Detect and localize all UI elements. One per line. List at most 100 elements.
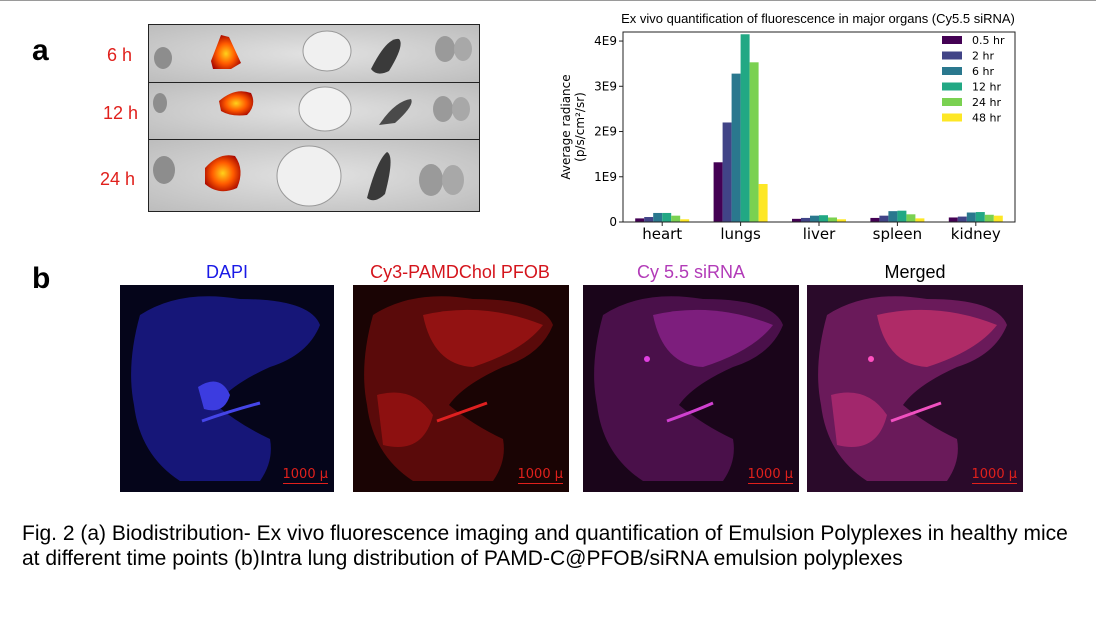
lung-section-graphic	[364, 296, 553, 481]
legend-swatch	[942, 98, 962, 106]
legend-swatch	[942, 67, 962, 75]
bar	[957, 216, 967, 222]
x-tick-label: heart	[642, 225, 682, 243]
top-rule	[0, 0, 1096, 1]
airway	[201, 401, 261, 423]
legend-swatch	[942, 51, 962, 60]
legend-swatch	[942, 82, 962, 91]
cy3-title: Cy3-PAMDChol PFOB	[370, 262, 550, 282]
y-tick-label: 4E9	[594, 34, 617, 48]
lungs-organ	[205, 155, 241, 192]
spleen-organ	[379, 99, 412, 125]
bar	[993, 215, 1003, 222]
y-axis-label-line1: Average radiance	[559, 74, 573, 179]
heart-organ	[154, 47, 172, 69]
lung-tissue	[423, 309, 543, 367]
airway	[890, 401, 942, 423]
bar	[984, 214, 994, 222]
kidney-organ	[442, 165, 464, 195]
legend-label: 0.5 hr	[972, 34, 1005, 47]
bar	[897, 210, 907, 222]
organ-image-12h	[148, 82, 480, 141]
panel-a-letter: a	[32, 34, 49, 67]
bar	[948, 217, 958, 222]
kidney-organ	[433, 96, 453, 122]
bar	[975, 212, 985, 222]
airway	[436, 401, 488, 423]
x-tick-label: spleen	[873, 225, 922, 243]
scale-bar: 1000 µ	[747, 467, 794, 484]
lungs-organ	[219, 91, 254, 116]
x-tick-label: kidney	[951, 225, 1001, 243]
liver-organ	[302, 30, 352, 72]
chart-title: Ex vivo quantification of fluorescence i…	[621, 11, 1015, 26]
y-tick-label: 2E9	[594, 125, 617, 139]
organ-row-graphic	[149, 25, 479, 83]
scale-bar-label: 1000 µ	[517, 467, 564, 482]
bar	[635, 218, 645, 222]
bar	[819, 215, 828, 222]
spleen-organ	[371, 38, 401, 74]
time-label-12h: 12 h	[103, 103, 139, 123]
lung-section-graphic	[594, 296, 783, 481]
legend-label: 24 hr	[972, 96, 1001, 109]
kidney-organ	[435, 36, 455, 62]
lungs-organ	[211, 35, 241, 69]
bar	[906, 214, 916, 222]
cy3-image: 1000 µ	[353, 285, 569, 492]
bar	[792, 218, 801, 222]
bar	[879, 215, 889, 222]
bar	[671, 215, 681, 222]
bar	[758, 184, 768, 222]
bar	[653, 212, 663, 222]
scale-bar: 1000 µ	[517, 467, 564, 484]
lung-section-graphic	[818, 296, 1007, 481]
heart-organ	[153, 93, 167, 113]
liver-organ	[298, 86, 352, 132]
kidney-organ	[452, 97, 470, 121]
kidney-organ	[419, 164, 443, 196]
x-tick-label: lungs	[720, 225, 761, 243]
legend-label: 12 hr	[972, 81, 1001, 94]
bright-spot	[868, 356, 874, 362]
spleen-organ	[367, 152, 391, 201]
bar	[662, 212, 672, 222]
heart-organ	[153, 156, 175, 184]
bar	[828, 217, 837, 222]
scale-bar-label: 1000 µ	[282, 467, 329, 482]
liver-organ	[276, 145, 342, 207]
bar	[713, 162, 723, 222]
lung-tissue	[877, 309, 997, 367]
legend-label: 2 hr	[972, 50, 994, 63]
lung-section-graphic	[131, 296, 320, 481]
dapi-image: 1000 µ	[120, 285, 334, 492]
scale-bar: 1000 µ	[282, 467, 329, 484]
dapi-title: DAPI	[205, 262, 248, 282]
plot-frame	[622, 31, 1016, 223]
legend-swatch	[942, 36, 962, 44]
merged-image: 1000 µ	[807, 285, 1023, 492]
bar	[915, 218, 925, 222]
lung-tissue	[831, 392, 887, 447]
organ-image-6h	[148, 24, 480, 84]
bar	[680, 219, 690, 222]
lung-tissue	[653, 309, 773, 367]
legend-label: 6 hr	[972, 65, 994, 78]
bar	[722, 122, 732, 222]
merged-title: Merged	[884, 262, 946, 282]
organ-row-graphic	[149, 140, 479, 211]
cy55-title: Cy 5.5 siRNA	[636, 262, 746, 282]
bar	[801, 217, 810, 222]
y-axis-label: Average radiance(p/s/cm²/sr)	[559, 74, 587, 179]
kidney-organ	[454, 37, 472, 61]
figure-caption: Fig. 2 (a) Biodistribution- Ex vivo fluo…	[22, 522, 1068, 570]
scale-bar-label: 1000 µ	[747, 467, 794, 482]
bar	[888, 211, 898, 222]
bar	[810, 215, 819, 222]
bar-chart: 0 1E9 2E9 3E9 4E9 heart lungs liver spleen kidney…	[559, 31, 1016, 243]
bar	[749, 62, 759, 222]
bar	[731, 73, 741, 222]
bar	[870, 217, 880, 222]
legend-swatch	[942, 113, 962, 122]
organ-row-graphic	[149, 83, 479, 140]
